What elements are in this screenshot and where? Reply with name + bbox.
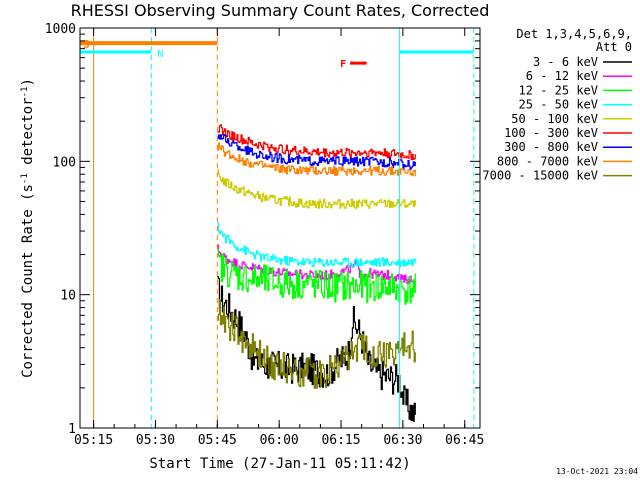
night-label: N — [157, 49, 163, 60]
x-tick-label: 06:45 — [445, 433, 484, 448]
legend-entry-label: 100 - 300 keV — [504, 126, 598, 140]
chart-title: RHESSI Observing Summary Count Rates, Co… — [71, 1, 490, 20]
y-tick-label: 1000 — [45, 22, 76, 37]
y-tick-label: 10 — [60, 289, 76, 304]
flare-label: F — [340, 59, 346, 70]
data-layer — [217, 124, 416, 422]
legend-entry-label: 3 - 6 keV — [533, 55, 598, 69]
saa-label: S — [83, 38, 90, 51]
legend-entry-label: 7000 - 15000 keV — [482, 169, 598, 183]
series-line — [217, 169, 416, 209]
footer-timestamp: 13-Oct-2021 23:04 — [556, 467, 638, 476]
legend-entry-label: 6 - 12 keV — [526, 69, 598, 83]
legend-detector-header: Det 1,3,4,5,6,9, — [516, 27, 632, 41]
y-tick-label: 100 — [53, 155, 76, 170]
series-line — [217, 299, 416, 389]
series-line — [217, 222, 416, 268]
legend-entry-label: 800 - 7000 keV — [497, 154, 598, 168]
y-axis: 1 10 100 1000 — [45, 22, 480, 437]
series-line — [217, 276, 416, 422]
series-line — [217, 249, 416, 305]
x-tick-label: 05:45 — [198, 433, 237, 448]
series-line — [217, 124, 416, 161]
series-line — [217, 142, 416, 177]
x-tick-label: 05:15 — [74, 433, 113, 448]
x-tick-label: 05:30 — [136, 433, 175, 448]
x-axis: 05:15 05:30 05:45 06:00 06:15 06:30 06:45 — [74, 28, 484, 448]
y-tick-label: 1 — [68, 422, 76, 437]
legend-attenuator-header: Att 0 — [596, 40, 632, 54]
x-tick-label: 06:15 — [321, 433, 360, 448]
annotation-layer: S N F — [80, 28, 475, 428]
legend-entry-label: 50 - 100 keV — [511, 112, 598, 126]
x-tick-label: 06:30 — [383, 433, 422, 448]
series-line — [217, 134, 416, 171]
legend-entry-label: 300 - 800 keV — [504, 140, 598, 154]
legend-entry-label: 25 - 50 keV — [519, 98, 598, 112]
x-tick-label: 06:00 — [260, 433, 299, 448]
plot-frame — [79, 27, 481, 429]
x-axis-label: Start Time (27-Jan-11 05:11:42) — [149, 456, 410, 472]
legend-entry-label: 12 - 25 keV — [519, 83, 598, 97]
y-axis-label: Corrected Count Rate (s-1 detector-1) — [20, 78, 36, 378]
